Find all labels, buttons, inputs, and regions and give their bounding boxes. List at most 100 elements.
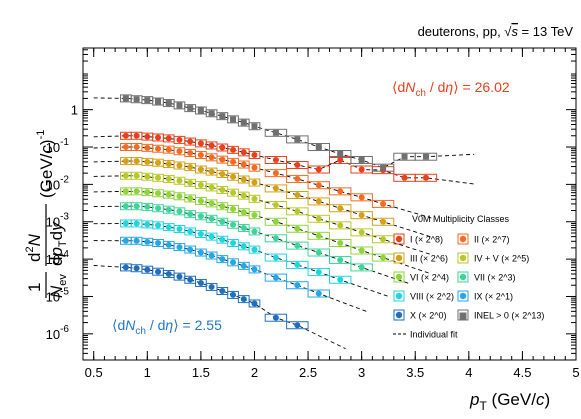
data-point — [208, 252, 215, 259]
data-point — [240, 119, 247, 126]
data-point — [208, 283, 215, 290]
data-point — [133, 172, 140, 179]
data-point — [187, 211, 194, 218]
data-point — [197, 197, 204, 204]
data-point — [337, 156, 344, 163]
data-point — [315, 182, 322, 189]
data-point — [208, 200, 215, 207]
data-point — [133, 96, 140, 103]
data-point — [219, 170, 226, 177]
legend-label: IX (× 2^1) — [474, 292, 513, 302]
systematic-box — [350, 246, 373, 255]
systematic-box — [286, 207, 309, 216]
data-point — [230, 173, 237, 180]
data-point — [219, 203, 226, 210]
data-point — [208, 215, 215, 222]
data-point — [197, 140, 204, 147]
x-tick-label: 5 — [572, 365, 579, 380]
data-point — [176, 102, 183, 109]
data-point — [219, 186, 226, 193]
systematic-box — [264, 273, 288, 282]
data-point — [122, 144, 129, 151]
data-point — [251, 195, 258, 202]
systematic-box — [264, 234, 288, 243]
systematic-box — [248, 299, 261, 308]
fit-curve — [93, 240, 368, 313]
data-point — [197, 249, 204, 256]
systematic-box — [248, 151, 261, 160]
systematic-box — [237, 295, 250, 304]
systematic-box — [264, 201, 288, 210]
data-point — [251, 152, 258, 159]
data-point — [165, 224, 172, 231]
data-point — [122, 172, 129, 179]
data-point — [197, 182, 204, 189]
data-point — [272, 185, 279, 192]
data-point — [358, 166, 365, 173]
data-point — [230, 116, 237, 123]
legend-label: VI (× 2^4) — [410, 273, 449, 283]
data-point — [272, 218, 279, 225]
legend-swatch-box — [393, 290, 405, 302]
data-point — [358, 212, 365, 219]
data-point — [187, 246, 194, 253]
systematic-boxes — [120, 94, 438, 330]
systematic-box — [307, 165, 330, 174]
data-point — [401, 153, 408, 160]
data-point — [358, 247, 365, 254]
systematic-box — [264, 253, 288, 262]
data-point — [187, 138, 194, 145]
data-point — [337, 239, 344, 246]
data-point — [208, 142, 215, 149]
data-point — [240, 149, 247, 156]
svg-text:d2N: d2N — [24, 233, 44, 262]
data-point — [272, 274, 279, 281]
data-point — [133, 158, 140, 165]
data-point — [294, 322, 301, 329]
data-point — [165, 146, 172, 153]
data-point — [358, 229, 365, 236]
data-point — [176, 136, 183, 143]
data-point — [337, 205, 344, 212]
systematic-box — [286, 260, 309, 269]
systematic-box — [329, 275, 352, 284]
data-point — [240, 243, 247, 250]
data-point — [380, 218, 387, 225]
data-point — [144, 144, 151, 151]
data-point — [155, 190, 162, 197]
data-point — [219, 256, 226, 263]
data-point — [272, 235, 279, 242]
legend-fit-label: Individual fit — [410, 330, 458, 340]
data-point — [176, 273, 183, 280]
data-point — [165, 135, 172, 142]
legend-marker — [459, 312, 467, 320]
data-point — [165, 241, 172, 248]
legend-label: III (× 2^6) — [410, 254, 448, 264]
data-point — [155, 239, 162, 246]
data-point — [155, 222, 162, 229]
systematic-box — [286, 190, 309, 199]
data-point — [230, 259, 237, 266]
data-point — [155, 145, 162, 152]
data-point — [315, 198, 322, 205]
chart-header: deuterons, pp, √s = 13 TeV — [418, 24, 574, 39]
data-point — [380, 236, 387, 243]
data-point — [230, 221, 237, 228]
data-point — [315, 166, 322, 173]
data-point — [133, 203, 140, 210]
data-point — [401, 174, 408, 181]
data-point — [122, 188, 129, 195]
data-point — [208, 110, 215, 117]
systematic-box — [264, 169, 288, 178]
data-point — [197, 107, 204, 114]
data-point — [165, 191, 172, 198]
y-tick-label: 1 — [71, 103, 78, 118]
legend-label: INEL > 0 (× 2^13) — [474, 311, 544, 321]
systematic-box — [307, 231, 330, 240]
data-point — [251, 212, 258, 219]
fit-curve — [93, 265, 346, 350]
systematic-box — [248, 265, 261, 274]
data-point — [197, 279, 204, 286]
data-point — [197, 166, 204, 173]
